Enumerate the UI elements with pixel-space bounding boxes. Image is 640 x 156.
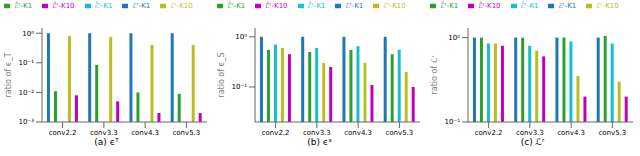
svg-text:conv3.3: conv3.3: [516, 129, 544, 136]
html-text:ℰᵗ-K10: ℰᵗ-K10: [383, 2, 406, 10]
html-text:ℰ̂ᵗ-K10: ℰ̂ᵗ-K10: [52, 2, 75, 10]
svg-text:conv2.2: conv2.2: [475, 129, 503, 136]
html-text:ℰᵗ-K1: ℰᵗ-K1: [132, 2, 151, 10]
html-text:ℰᵗ-K10: ℰᵗ-K10: [596, 2, 619, 10]
svg-text:conv4.3: conv4.3: [344, 129, 372, 136]
html-text:ℰ̂ᵗ-K1: ℰ̂ᵗ-K1: [227, 2, 246, 10]
html-text:ℰ̃ᵗ-K1: ℰ̃ᵗ-K1: [520, 2, 539, 10]
svg-text:ratio of ϵ_S: ratio of ϵ_S: [217, 52, 226, 97]
html-text:(c) ℒʳ: (c) ℒʳ: [520, 137, 545, 147]
html-text:ℰ̂ᵗ-K10: ℰ̂ᵗ-K10: [265, 2, 288, 10]
html-text:ℰᵗ-K1: ℰᵗ-K1: [558, 2, 577, 10]
svg-text:conv2.2: conv2.2: [49, 129, 77, 136]
html-text:ℰ̂ᵗ-K1: ℰ̂ᵗ-K1: [440, 2, 459, 10]
html-text:ℰᵗ-K10: ℰᵗ-K10: [170, 2, 193, 10]
svg-text:conv3.3: conv3.3: [90, 129, 118, 136]
svg-text:conv4.3: conv4.3: [131, 129, 159, 136]
svg-text:10⁻¹: 10⁻¹: [19, 59, 35, 67]
svg-text:10⁻³: 10⁻³: [19, 118, 35, 126]
svg-text:10⁰: 10⁰: [235, 33, 247, 41]
svg-text:conv5.3: conv5.3: [385, 129, 413, 136]
html-text:ℰᵗ-K1: ℰᵗ-K1: [345, 2, 364, 10]
svg-text:conv2.2: conv2.2: [262, 129, 290, 136]
html-text:ℰ̃ᵗ-K1: ℰ̃ᵗ-K1: [94, 2, 113, 10]
html-text:ℰ̂ᵗ-K1: ℰ̂ᵗ-K1: [14, 2, 33, 10]
svg-text:10⁻¹: 10⁻¹: [445, 118, 461, 126]
svg-text:10⁻²: 10⁻²: [19, 89, 35, 97]
svg-text:10⁰: 10⁰: [22, 30, 34, 38]
html-text:(a) ϵᵀ: (a) ϵᵀ: [94, 137, 119, 147]
svg-text:conv3.3: conv3.3: [303, 129, 331, 136]
html-text:ℰ̂ᵗ-K10: ℰ̂ᵗ-K10: [478, 2, 501, 10]
svg-text:conv4.3: conv4.3: [557, 129, 585, 136]
html-text:ℰ̃ᵗ-K1: ℰ̃ᵗ-K1: [307, 2, 326, 10]
svg-text:conv5.3: conv5.3: [172, 129, 200, 136]
svg-text:conv5.3: conv5.3: [598, 129, 626, 136]
svg-text:10⁰: 10⁰: [448, 34, 460, 42]
svg-text:10⁻¹: 10⁻¹: [232, 83, 248, 91]
svg-text:ratio of ℒʳ: ratio of ℒʳ: [430, 55, 439, 95]
svg-text:ratio of ϵ_T: ratio of ϵ_T: [8, 52, 13, 97]
html-text:(b) ϵˢ: (b) ϵˢ: [307, 137, 332, 147]
